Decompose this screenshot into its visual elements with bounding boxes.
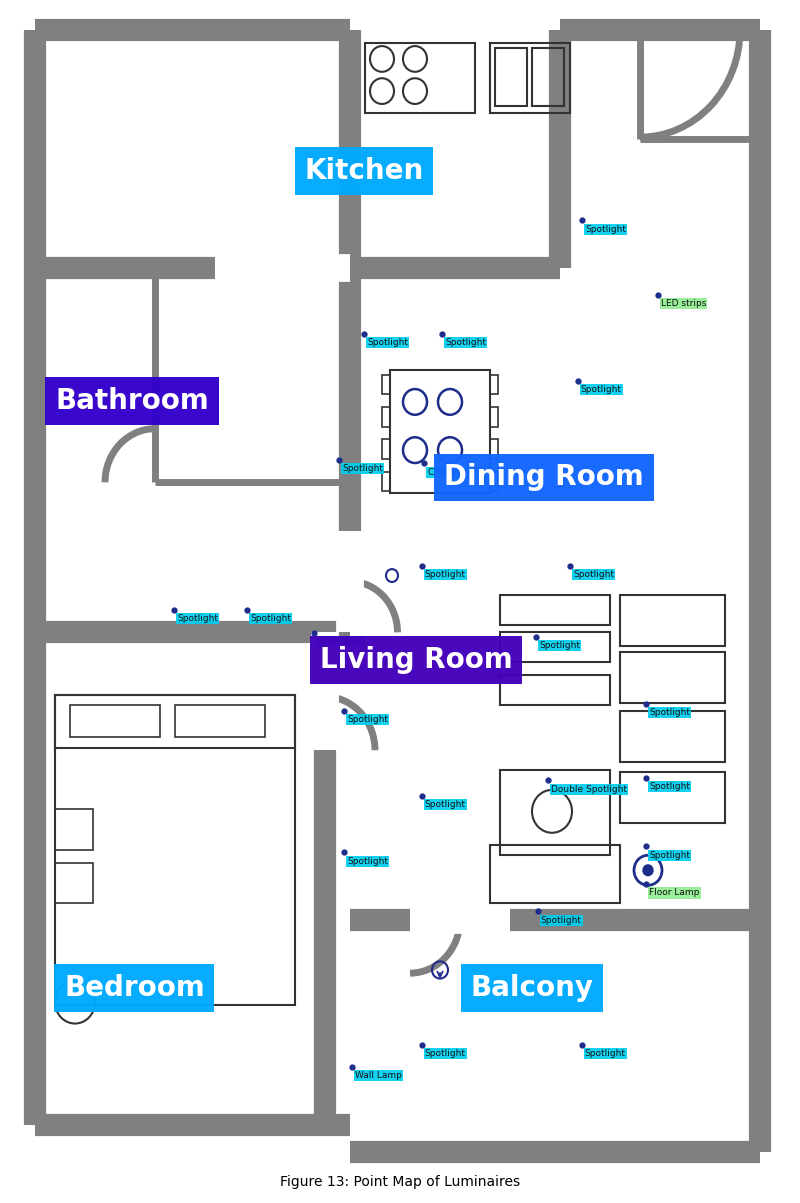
- Text: Spotlight: Spotlight: [342, 464, 383, 473]
- Bar: [55, 694, 295, 1006]
- Text: Dining Room: Dining Room: [444, 463, 644, 492]
- Bar: [500, 594, 610, 624]
- Text: Spotlight: Spotlight: [581, 385, 622, 395]
- Text: Chandelier: Chandelier: [427, 468, 476, 476]
- Text: Bathroom: Bathroom: [55, 387, 209, 415]
- Text: Spotlight: Spotlight: [586, 225, 626, 233]
- Bar: [490, 43, 570, 113]
- Text: Spotlight: Spotlight: [650, 851, 690, 860]
- Text: Spotlight: Spotlight: [250, 614, 291, 623]
- Bar: [490, 439, 498, 458]
- Bar: [382, 375, 390, 395]
- Text: Kitchen: Kitchen: [304, 156, 424, 185]
- Bar: [490, 472, 498, 491]
- Text: Bedroom: Bedroom: [64, 974, 205, 1002]
- Bar: [620, 711, 725, 761]
- Text: Figure 13: Point Map of Luminaires: Figure 13: Point Map of Luminaires: [280, 1174, 520, 1189]
- Circle shape: [643, 865, 653, 876]
- Text: Spotlight: Spotlight: [650, 782, 690, 792]
- Text: Living Room: Living Room: [320, 646, 512, 674]
- Bar: [500, 770, 610, 855]
- Bar: [175, 705, 265, 737]
- Text: Spotlight: Spotlight: [585, 1049, 626, 1057]
- Text: Spotlight: Spotlight: [425, 570, 466, 579]
- Text: Spotlight: Spotlight: [347, 857, 388, 866]
- Bar: [70, 705, 160, 737]
- Text: Spotlight: Spotlight: [446, 338, 486, 346]
- Text: Spotlight: Spotlight: [574, 570, 614, 579]
- Text: Spotlight: Spotlight: [539, 641, 580, 650]
- Bar: [490, 408, 498, 427]
- Text: Spotlight: Spotlight: [425, 1049, 466, 1057]
- Bar: [620, 594, 725, 646]
- Bar: [365, 43, 475, 113]
- Bar: [620, 652, 725, 703]
- Bar: [55, 863, 93, 903]
- Text: Balcony: Balcony: [470, 974, 594, 1002]
- Bar: [55, 810, 93, 849]
- Text: Wall Lamp: Wall Lamp: [355, 1071, 402, 1080]
- Bar: [500, 675, 610, 705]
- Bar: [490, 845, 620, 903]
- Text: Double Spotlight: Double Spotlight: [551, 784, 627, 794]
- Bar: [495, 48, 527, 106]
- Bar: [55, 694, 295, 748]
- Text: Floor Lamp: Floor Lamp: [650, 889, 700, 897]
- Text: Wall Lamp: Wall Lamp: [317, 638, 363, 646]
- Text: Spotlight: Spotlight: [178, 614, 218, 623]
- Bar: [382, 439, 390, 458]
- Bar: [382, 408, 390, 427]
- Bar: [500, 633, 610, 663]
- Bar: [382, 472, 390, 491]
- Text: Spotlight: Spotlight: [367, 338, 408, 346]
- Bar: [620, 771, 725, 823]
- Text: Spotlight: Spotlight: [425, 800, 466, 810]
- Text: Spotlight: Spotlight: [541, 915, 582, 925]
- Bar: [490, 375, 498, 395]
- Text: Spotlight: Spotlight: [347, 716, 388, 724]
- Text: Spotlight: Spotlight: [650, 709, 690, 717]
- Bar: [532, 48, 564, 106]
- Text: LED strips: LED strips: [661, 300, 706, 308]
- Bar: [390, 369, 490, 493]
